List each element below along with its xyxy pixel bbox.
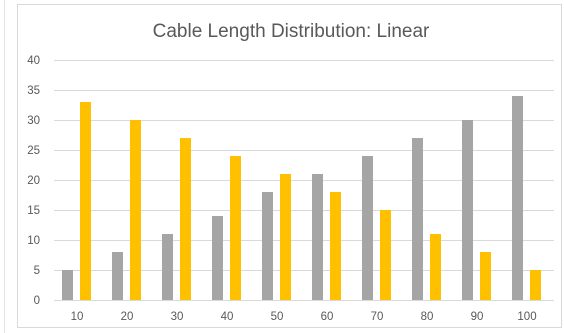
bar-series-1-80 [412,138,423,300]
bar-series-1-20 [112,252,123,300]
axes: 0 5 10 15 20 25 30 35 40 10 20 30 40 50 60 70 80 90 100 [27,55,554,323]
bar-series-2-80 [430,234,441,300]
y-tick-label: 20 [27,175,40,187]
x-tick-label: 10 [71,311,84,323]
bar-series-1-100 [512,96,523,300]
bar-series-1-50 [262,192,273,300]
bar-series-2-40 [230,156,241,300]
window-edge-divider [4,0,5,333]
y-tick-label: 0 [34,295,40,307]
x-tick-label: 70 [371,311,384,323]
bar-series-1-60 [312,174,323,300]
gridlines [54,60,554,271]
y-tick-label: 35 [27,85,40,97]
bar-series-1-30 [162,234,173,300]
chart-title: Cable Length Distribution: Linear [153,21,430,42]
x-tick-label: 20 [121,311,134,323]
y-tick-label: 30 [27,115,40,127]
bar-series-2-10 [80,102,91,300]
bar-series-1-40 [212,216,223,300]
x-tick-label: 60 [321,311,334,323]
y-tick-label: 15 [27,205,40,217]
bar-series-1-90 [462,120,473,300]
y-tick-label: 25 [27,145,40,157]
bar-series-2-50 [280,174,291,300]
x-tick-label: 30 [171,311,184,323]
x-tick-label: 50 [271,311,284,323]
bar-series-2-20 [130,120,141,300]
x-tick-label: 100 [517,311,536,323]
y-tick-label: 40 [27,55,40,67]
x-tick-label: 90 [471,311,484,323]
y-tick-label: 5 [34,265,40,277]
bar-series-2-30 [180,138,191,300]
bar-series-1-70 [362,156,373,300]
bar-series-2-90 [480,252,491,300]
y-tick-label: 10 [27,235,40,247]
bar-series-2-100 [530,270,541,300]
bar-series-2-60 [330,192,341,300]
x-tick-label: 40 [221,311,234,323]
x-tick-label: 80 [421,311,434,323]
bar-series-2-70 [380,210,391,300]
bars [62,96,541,300]
bar-series-1-10 [62,270,73,300]
